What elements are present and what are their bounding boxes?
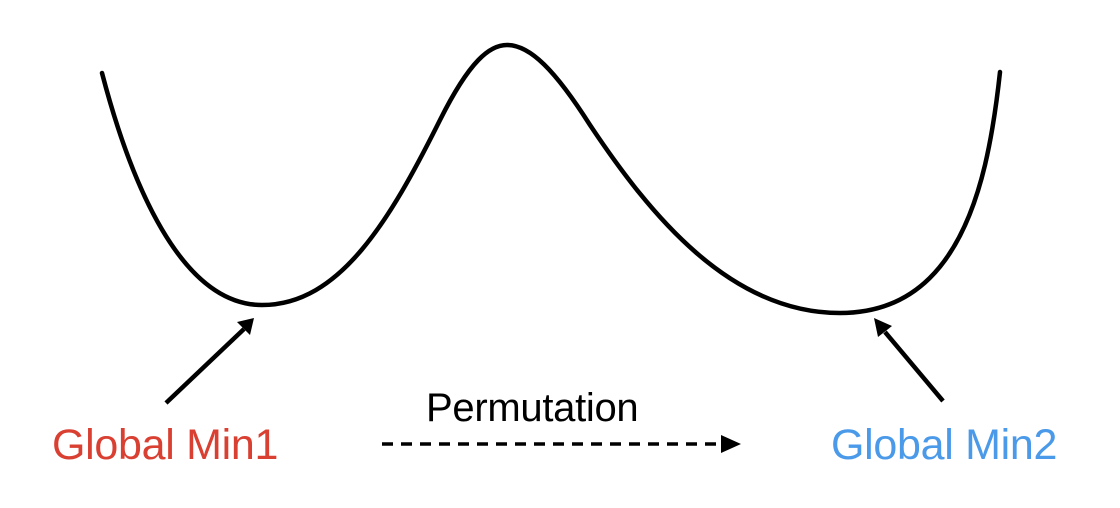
permutation-label: Permutation xyxy=(426,386,639,430)
arrow-to-min1 xyxy=(164,318,254,405)
permutation-dashed-arrow xyxy=(382,435,741,453)
global-min1-label: Global Min1 xyxy=(52,421,279,469)
loss-curve xyxy=(99,42,1003,316)
arrow-to-min2 xyxy=(874,318,945,403)
global-min2-label: Global Min2 xyxy=(831,421,1058,469)
